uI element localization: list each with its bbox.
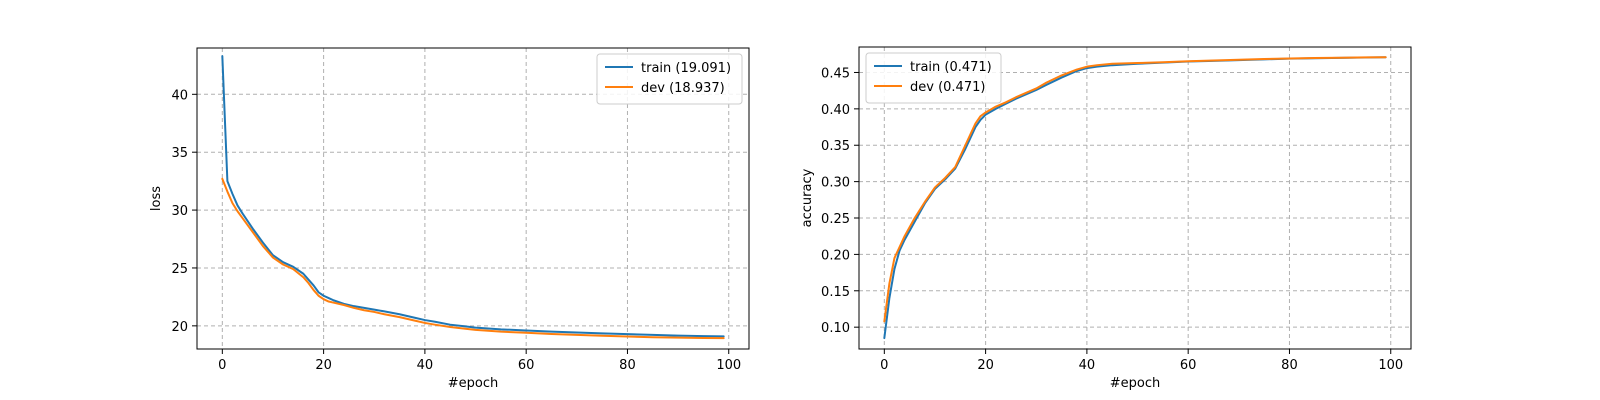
legend-label-1: train (0.471): [910, 60, 992, 75]
legend-box: [596, 53, 743, 105]
x-tick-label: 80: [619, 358, 636, 373]
y-tick-label: 25: [171, 262, 188, 277]
y-tick-label: 0.40: [821, 103, 850, 118]
y-tick-label: 30: [171, 204, 188, 219]
y-tick-label: 0.15: [821, 285, 850, 300]
y-tick-label: 0.35: [821, 139, 850, 154]
x-tick-label: 0: [880, 358, 888, 373]
legend: train (0.471) dev (0.471): [865, 52, 1002, 104]
x-tick-label: 20: [977, 358, 994, 373]
series-line-2: [883, 56, 1387, 323]
legend-label-2: dev (0.471): [910, 80, 985, 95]
y-tick-label: 0.25: [821, 212, 850, 227]
x-axis-label: #epoch: [1110, 376, 1160, 391]
x-axis-label: #epoch: [448, 376, 498, 391]
legend: train (19.091) dev (18.937): [596, 53, 743, 105]
y-tick-label: 0.10: [821, 321, 850, 336]
x-tick-label: 60: [518, 358, 535, 373]
y-tick-label: 35: [171, 146, 188, 161]
y-tick-label: 20: [171, 320, 188, 335]
x-tick-label: 100: [1378, 358, 1403, 373]
y-tick-label: 0.20: [821, 248, 850, 263]
plot-frame: [196, 47, 750, 350]
y-tick-label: 0.30: [821, 176, 850, 191]
x-tick-label: 80: [1281, 358, 1298, 373]
series-line-2: [221, 177, 725, 340]
plot-frame: [858, 46, 1412, 350]
y-axis-label: loss: [149, 186, 164, 211]
x-tick-label: 40: [417, 358, 434, 373]
y-axis-label: accuracy: [800, 168, 815, 227]
legend-label-2: dev (18.937): [641, 81, 725, 96]
x-tick-label: 60: [1180, 358, 1197, 373]
chart-panel-1: 0 20 40 60 80 100 20 25 30 35 40 #epoch loss train (1…: [149, 47, 750, 391]
x-tick-label: 20: [315, 358, 332, 373]
x-tick-label: 40: [1079, 358, 1096, 373]
chart-panel-2: 0 20 40 60 80 100 0.10 0.15 0.20 0.25 0.30 0.35 0.40…: [800, 46, 1412, 391]
x-tick-label: 0: [218, 358, 226, 373]
series-line-1: [221, 55, 725, 338]
legend-label-1: train (19.091): [641, 61, 731, 76]
x-tick-label: 100: [716, 358, 741, 373]
y-tick-label: 0.45: [821, 66, 850, 81]
y-tick-label: 40: [171, 88, 188, 103]
